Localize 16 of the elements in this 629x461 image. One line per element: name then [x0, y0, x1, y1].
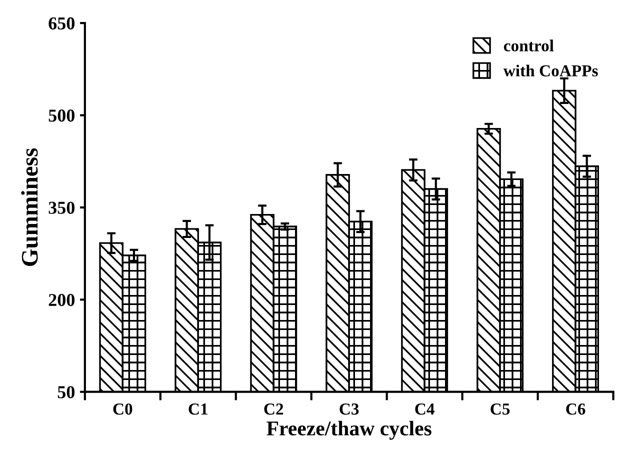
- x-axis-title: Freeze/thaw cycles: [266, 420, 432, 440]
- y-tick-label: 650: [48, 17, 75, 30]
- y-tick-label: 500: [48, 110, 75, 122]
- x-tick-label: C4: [415, 403, 434, 415]
- y-tick-label: 200: [48, 294, 75, 306]
- x-tick-label: C1: [188, 403, 208, 415]
- x-tick-label: C5: [490, 403, 510, 415]
- x-tick-label: C3: [340, 403, 359, 415]
- x-tick-label: C6: [566, 403, 586, 415]
- y-axis-title: Gumminess: [21, 148, 38, 266]
- y-tick-label: 350: [48, 202, 75, 214]
- x-tick-label: C0: [113, 403, 132, 415]
- legend-label: control: [504, 40, 554, 52]
- y-tick-label: 50: [58, 386, 75, 398]
- legend-label: with CoAPPs: [503, 64, 598, 76]
- x-tick-label: C2: [264, 403, 284, 415]
